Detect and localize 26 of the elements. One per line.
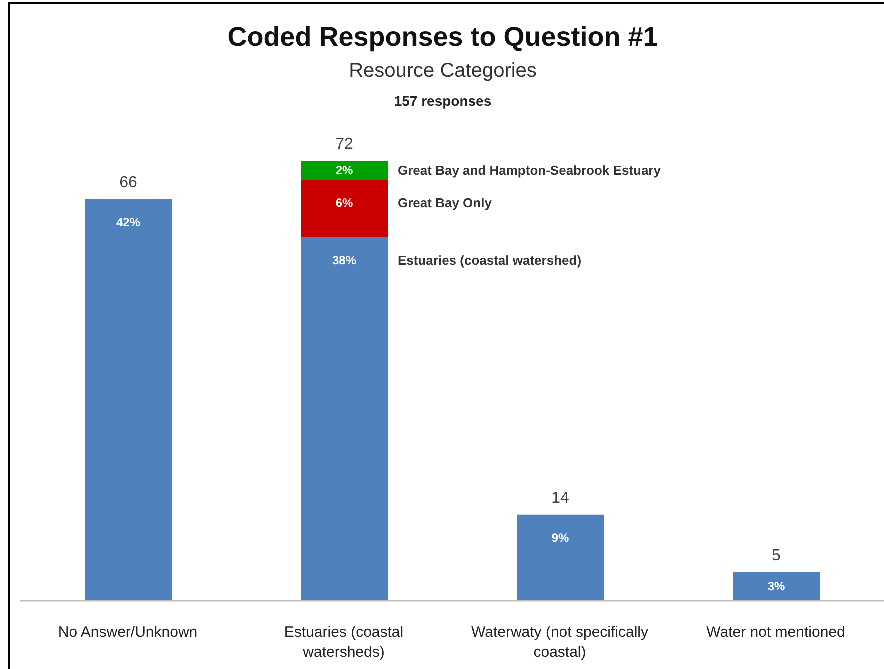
bar	[733, 572, 820, 601]
annotation: 66	[120, 174, 138, 192]
bar	[85, 199, 172, 601]
series-label: Estuaries (coastal watershed)	[398, 253, 582, 268]
x-tick-label: No Answer/Unknown	[58, 624, 198, 641]
data-label: 2%	[336, 164, 354, 178]
x-tick-label: Estuaries (coastal watersheds)	[284, 624, 404, 661]
chart-title: Coded Responses to Question #1	[226, 22, 660, 53]
annotation: 72	[336, 136, 354, 153]
text: 157 responses	[393, 93, 493, 109]
series-label: Great Bay and Hampton-Seabrook Estuary	[398, 163, 662, 178]
bar	[301, 238, 388, 601]
annotation: 14	[552, 490, 570, 507]
data-label: 6%	[336, 196, 354, 210]
series-label: Great Bay Only	[398, 196, 493, 211]
x-tick-label: Waterwaty (not specifically coastal)	[472, 624, 649, 661]
data-label: 42%	[116, 215, 141, 230]
chart-subtitle: Resource Categories	[348, 60, 538, 83]
annotation: 5	[772, 547, 782, 564]
bar	[517, 514, 604, 601]
x-tick-label: Water not mentioned	[706, 624, 846, 641]
data-label: 9%	[552, 530, 570, 545]
bar	[301, 180, 388, 238]
bar	[301, 161, 388, 180]
data-label: 38%	[332, 254, 357, 268]
data-label: 3%	[768, 580, 786, 594]
